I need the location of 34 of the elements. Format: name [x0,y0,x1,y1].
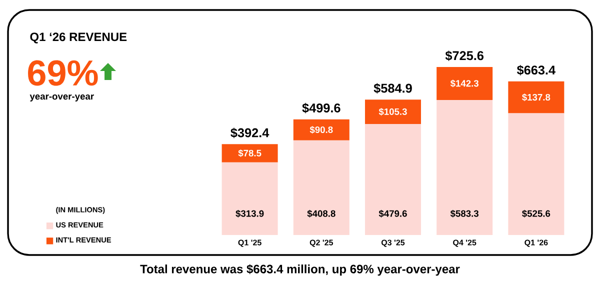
text: year-over-year [30,94,94,102]
bar [508,113,564,235]
data-label: $313.9 [236,210,264,218]
data-label: $408.8 [307,210,336,218]
bar [364,124,421,235]
data-label: $525.6 [522,210,550,218]
x-tick-label: Q4 '25 [453,240,476,247]
total-label: $392.4 [230,128,270,138]
bar [222,144,278,162]
total-label: $584.9 [374,83,412,94]
text: Q1 ‘26 REVENUE [30,32,127,44]
data-label: $78.5 [238,149,262,158]
bar [508,81,564,114]
data-label: $583.3 [450,210,479,218]
bar [222,162,278,235]
total-label: $499.6 [302,102,340,114]
bar [293,119,350,140]
data-label: $90.8 [310,126,333,134]
bar [364,100,421,124]
text: 69% [28,60,98,86]
bar [293,140,350,235]
x-tick-label: Q1 '26 [524,240,548,247]
total-label: $663.4 [516,65,556,76]
bar [436,100,493,235]
data-label: $105.3 [378,108,407,116]
x-tick-label: Q3 '25 [381,240,405,247]
data-label: $142.3 [450,80,479,88]
x-tick-label: Q2 '25 [310,240,334,247]
total-label: $725.6 [445,50,484,61]
data-label: $137.8 [522,94,550,102]
data-label: $479.6 [378,210,407,218]
bar [436,66,493,100]
text: Total revenue was $663.4 million, up 69% year-over-year [140,264,460,276]
x-tick-label: Q1 '25 [238,240,262,247]
